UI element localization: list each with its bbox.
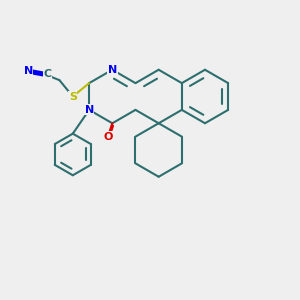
Text: C: C <box>44 69 52 79</box>
Text: N: N <box>24 66 33 76</box>
Text: O: O <box>103 132 112 142</box>
Text: N: N <box>85 105 94 115</box>
Text: S: S <box>69 92 77 101</box>
Text: N: N <box>108 65 117 75</box>
